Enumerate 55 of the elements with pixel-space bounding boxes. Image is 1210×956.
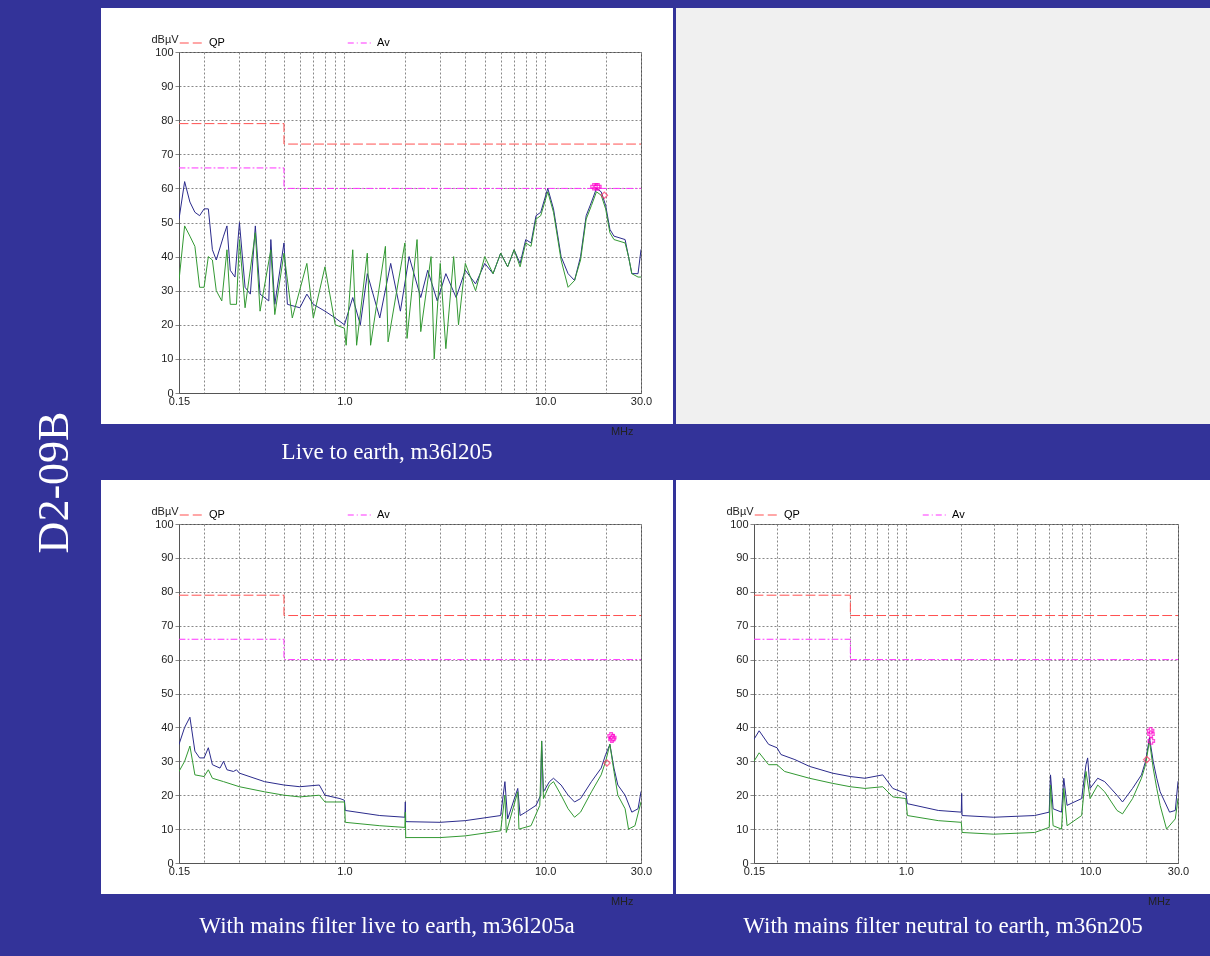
y-tick-label: 60	[161, 653, 174, 666]
y-tick-label: 20	[736, 788, 749, 801]
y-tick-label: 100	[155, 517, 174, 530]
y-tick-label: 50	[736, 687, 749, 699]
y-tick-label: 30	[161, 754, 174, 767]
y-axis-title: dBµV	[726, 504, 755, 517]
y-axis-title: dBµV	[151, 32, 180, 45]
y-tick-label: 100	[155, 45, 174, 58]
text: Live to earth, m36l205	[281, 439, 493, 464]
x-axis-title: MHz	[1147, 894, 1171, 907]
y-tick-label: 40	[161, 720, 174, 733]
y-tick-label: 30	[736, 754, 749, 767]
y-tick-label: 10	[161, 822, 174, 835]
y-tick-label: 50	[161, 687, 174, 699]
x-axis-title: MHz	[610, 894, 634, 907]
y-tick-label: 20	[161, 318, 174, 331]
text: With mains filter live to earth, m36l205a	[199, 913, 575, 938]
x-tick-label: 1.0	[337, 864, 353, 877]
x-tick-label: 1.0	[337, 394, 353, 407]
y-tick-label: 40	[161, 250, 174, 263]
legend-label: Av	[377, 508, 391, 520]
legend-label: QP	[209, 36, 225, 48]
y-tick-label: 80	[161, 113, 174, 126]
y-tick-label: 10	[161, 352, 174, 365]
legend-label: QP	[209, 508, 225, 520]
y-tick-label: 90	[161, 79, 174, 92]
y-tick-label: 80	[161, 585, 174, 598]
legend-label: QP	[784, 508, 800, 520]
y-tick-label: 10	[736, 822, 749, 835]
x-tick-label: 30.0	[630, 394, 653, 407]
y-tick-label: 90	[161, 551, 174, 564]
y-tick-label: 60	[161, 181, 174, 194]
text: D2-09B	[28, 411, 80, 553]
x-tick-label: 10.0	[534, 394, 557, 407]
y-tick-label: 70	[161, 619, 174, 632]
y-tick-label: 40	[736, 720, 749, 733]
x-tick-label: 30.0	[630, 864, 653, 877]
y-tick-label: 70	[161, 147, 174, 160]
y-tick-label: 90	[736, 551, 749, 564]
x-tick-label: 10.0	[1079, 864, 1102, 877]
x-tick-label: 10.0	[534, 864, 557, 877]
y-tick-label: 100	[730, 517, 749, 530]
y-tick-label: 70	[736, 619, 749, 632]
y-tick-label: 50	[161, 216, 174, 228]
y-tick-label: 20	[161, 788, 174, 801]
y-tick-label: 60	[736, 653, 749, 666]
y-tick-label: 30	[161, 284, 174, 297]
y-axis-title: dBµV	[151, 504, 180, 517]
text: With mains filter neutral to earth, m36n205	[743, 913, 1143, 938]
x-tick-label: 1.0	[898, 864, 914, 877]
y-tick-label: 80	[736, 585, 749, 598]
legend-label: Av	[952, 508, 966, 520]
x-tick-label: 30.0	[1167, 864, 1190, 877]
legend-label: Av	[377, 36, 391, 48]
x-axis-title: MHz	[610, 424, 634, 437]
